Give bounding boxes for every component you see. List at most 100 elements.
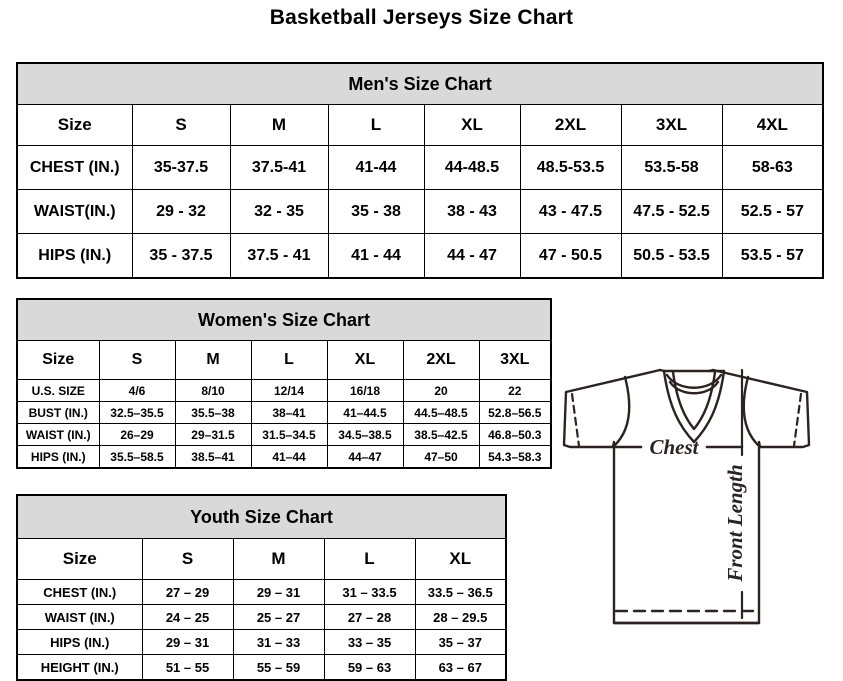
mens-waist-xl: 38 - 43: [423, 189, 521, 234]
womens-row-label-us-size: U.S. SIZE: [16, 379, 100, 402]
womens-hips-2xl: 47–50: [402, 445, 480, 469]
table-row: WAIST (IN.) 24 – 25 25 – 27 27 – 28 28 –…: [16, 604, 507, 630]
table-row: U.S. SIZE 4/6 8/10 12/14 16/18 20 22: [16, 379, 552, 402]
mens-waist-s: 29 - 32: [131, 189, 231, 234]
youth-height-m: 55 – 59: [232, 654, 325, 681]
mens-chest-l: 41-44: [327, 145, 425, 190]
youth-banner: Youth Size Chart: [16, 494, 507, 539]
table-row: HIPS (IN.) 35.5–58.5 38.5–41 41–44 44–47…: [16, 445, 552, 469]
mens-waist-3xl: 47.5 - 52.5: [620, 189, 723, 234]
womens-hips-l: 41–44: [250, 445, 328, 469]
mens-hips-4xl: 53.5 - 57: [721, 233, 824, 279]
womens-waist-l: 31.5–34.5: [250, 423, 328, 446]
womens-header-row: Size S M L XL 2XL 3XL: [16, 340, 552, 380]
womens-header-xl: XL: [326, 340, 404, 380]
mens-chest-s: 35-37.5: [131, 145, 231, 190]
womens-header-l: L: [250, 340, 328, 380]
table-row: CHEST (IN.) 35-37.5 37.5-41 41-44 44-48.…: [16, 145, 824, 190]
womens-banner: Women's Size Chart: [16, 298, 552, 341]
mens-waist-l: 35 - 38: [327, 189, 425, 234]
mens-chest-xl: 44-48.5: [423, 145, 521, 190]
mens-header-row: Size S M L XL 2XL 3XL 4XL: [16, 104, 824, 146]
youth-hips-xl: 35 – 37: [414, 629, 507, 655]
youth-header-xl: XL: [414, 538, 507, 580]
womens-size-table: Women's Size Chart Size S M L XL 2XL 3XL…: [16, 298, 553, 469]
youth-chest-xl: 33.5 – 36.5: [414, 579, 507, 605]
youth-height-l: 59 – 63: [323, 654, 416, 681]
mens-header-3xl: 3XL: [620, 104, 723, 146]
mens-header-l: L: [327, 104, 425, 146]
youth-row-label-waist: WAIST (IN.): [16, 604, 143, 630]
youth-waist-m: 25 – 27: [232, 604, 325, 630]
front-length-dimension-label: Front Length: [723, 464, 747, 582]
mens-chest-4xl: 58-63: [721, 145, 824, 190]
womens-header-size: Size: [16, 340, 100, 380]
mens-waist-2xl: 43 - 47.5: [519, 189, 622, 234]
womens-row-label-hips: HIPS (IN.): [16, 445, 100, 469]
womens-hips-m: 38.5–41: [174, 445, 252, 469]
mens-hips-3xl: 50.5 - 53.5: [620, 233, 723, 279]
womens-waist-m: 29–31.5: [174, 423, 252, 446]
womens-ussize-xl: 16/18: [326, 379, 404, 402]
mens-hips-2xl: 47 - 50.5: [519, 233, 622, 279]
mens-hips-xl: 44 - 47: [423, 233, 521, 279]
table-row: WAIST (IN.) 26–29 29–31.5 31.5–34.5 34.5…: [16, 423, 552, 446]
womens-waist-2xl: 38.5–42.5: [402, 423, 480, 446]
jersey-diagram: Chest Front Length: [530, 330, 843, 679]
mens-row-label-hips: HIPS (IN.): [16, 233, 133, 279]
womens-hips-3xl: 54.3–58.3: [478, 445, 552, 469]
youth-hips-l: 33 – 35: [323, 629, 416, 655]
mens-row-label-chest: CHEST (IN.): [16, 145, 133, 190]
mens-banner: Men's Size Chart: [16, 62, 824, 105]
womens-banner-row: Women's Size Chart: [16, 298, 552, 341]
youth-height-xl: 63 – 67: [414, 654, 507, 681]
womens-ussize-l: 12/14: [250, 379, 328, 402]
mens-header-xl: XL: [423, 104, 521, 146]
youth-chest-s: 27 – 29: [141, 579, 234, 605]
youth-waist-s: 24 – 25: [141, 604, 234, 630]
table-row: HIPS (IN.) 35 - 37.5 37.5 - 41 41 - 44 4…: [16, 233, 824, 279]
table-row: HIPS (IN.) 29 – 31 31 – 33 33 – 35 35 – …: [16, 629, 507, 655]
youth-header-m: M: [232, 538, 325, 580]
youth-header-row: Size S M L XL: [16, 538, 507, 580]
mens-row-label-waist: WAIST(IN.): [16, 189, 133, 234]
womens-waist-s: 26–29: [98, 423, 176, 446]
womens-bust-3xl: 52.8–56.5: [478, 401, 552, 424]
womens-header-2xl: 2XL: [402, 340, 480, 380]
womens-row-label-bust: BUST (IN.): [16, 401, 100, 424]
mens-header-2xl: 2XL: [519, 104, 622, 146]
mens-chest-m: 37.5-41: [229, 145, 329, 190]
left-armhole-seam: [612, 375, 631, 448]
youth-waist-xl: 28 – 29.5: [414, 604, 507, 630]
womens-ussize-s: 4/6: [98, 379, 176, 402]
mens-chest-3xl: 53.5-58: [620, 145, 723, 190]
youth-hips-s: 29 – 31: [141, 629, 234, 655]
youth-size-table: Youth Size Chart Size S M L XL CHEST (IN…: [16, 494, 507, 681]
youth-waist-l: 27 – 28: [323, 604, 416, 630]
womens-row-label-waist: WAIST (IN.): [16, 423, 100, 446]
womens-waist-xl: 34.5–38.5: [326, 423, 404, 446]
mens-waist-4xl: 52.5 - 57: [721, 189, 824, 234]
womens-header-3xl: 3XL: [478, 340, 552, 380]
youth-header-l: L: [323, 538, 416, 580]
mens-size-table: Men's Size Chart Size S M L XL 2XL 3XL 4…: [16, 62, 825, 279]
youth-row-label-chest: CHEST (IN.): [16, 579, 143, 605]
right-cuff-dashed-line: [792, 392, 803, 448]
neckline-inner-band: [671, 370, 717, 431]
youth-height-s: 51 – 55: [141, 654, 234, 681]
mens-hips-s: 35 - 37.5: [131, 233, 231, 279]
womens-hips-s: 35.5–58.5: [98, 445, 176, 469]
womens-header-s: S: [98, 340, 176, 380]
right-armhole-seam: [742, 375, 761, 448]
youth-header-s: S: [141, 538, 234, 580]
youth-hips-m: 31 – 33: [232, 629, 325, 655]
table-row: WAIST(IN.) 29 - 32 32 - 35 35 - 38 38 - …: [16, 189, 824, 234]
youth-row-label-hips: HIPS (IN.): [16, 629, 143, 655]
youth-header-size: Size: [16, 538, 143, 580]
table-row: CHEST (IN.) 27 – 29 29 – 31 31 – 33.5 33…: [16, 579, 507, 605]
womens-bust-l: 38–41: [250, 401, 328, 424]
mens-banner-row: Men's Size Chart: [16, 62, 824, 105]
womens-bust-m: 35.5–38: [174, 401, 252, 424]
youth-chest-l: 31 – 33.5: [323, 579, 416, 605]
womens-bust-xl: 41–44.5: [326, 401, 404, 424]
